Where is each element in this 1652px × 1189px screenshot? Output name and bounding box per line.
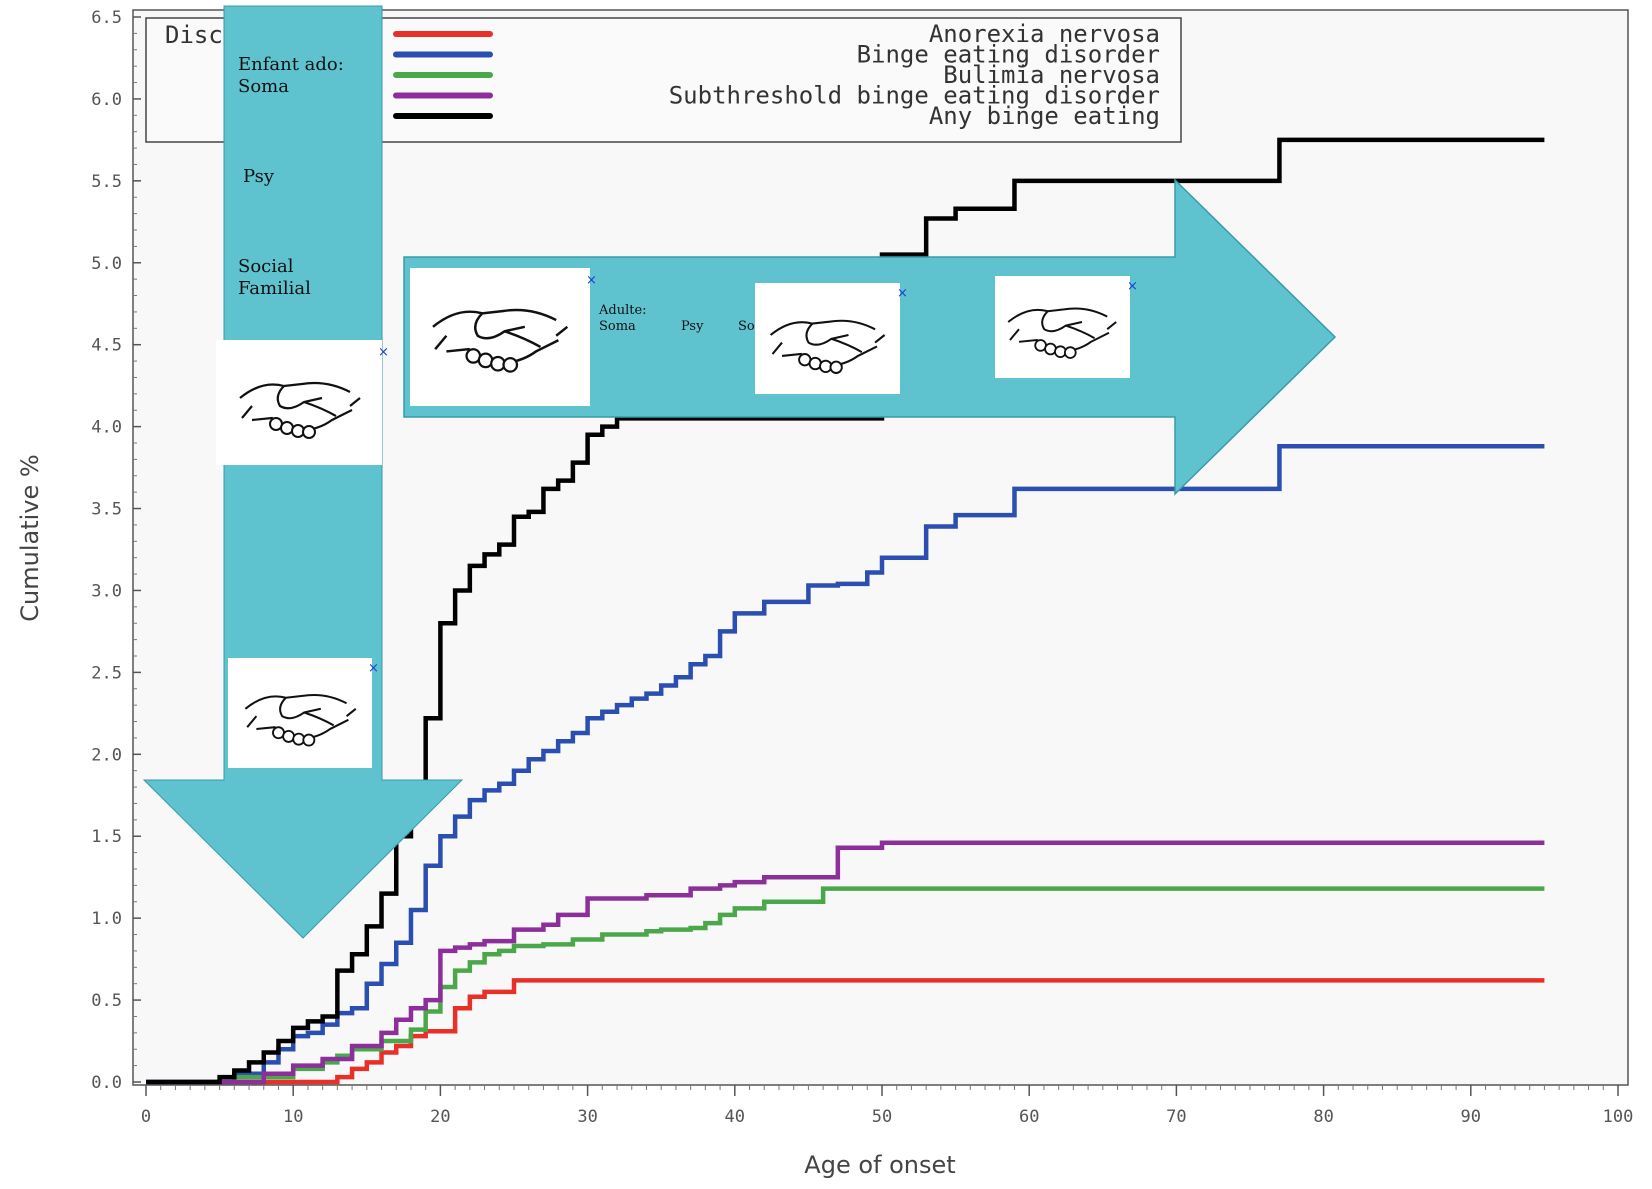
svg-text:×: × <box>378 345 389 360</box>
y-tick-label: 1.0 <box>91 909 122 929</box>
svg-text:×: × <box>897 286 908 301</box>
y-axis-ticks: 0.0 0.5 1.0 1.5 2.0 2.5 3.0 3.5 4.0 4.5 5.0 5.5 6.0 6… <box>91 8 141 1093</box>
x-axis-ticks: 0 10 20 30 40 50 60 70 80 90 100 <box>141 1085 1633 1127</box>
legend-entry-label: Any binge eating <box>929 102 1160 130</box>
svg-text:×: × <box>586 273 597 288</box>
x-tick-label: 40 <box>725 1107 745 1127</box>
y-tick-label: 3.0 <box>91 581 122 601</box>
x-axis-label: Age of onset <box>804 1151 955 1179</box>
vertical-arrow: Enfant ado: Soma Psy Social Familial <box>142 5 464 939</box>
y-tick-label: 0.0 <box>91 1073 122 1093</box>
y-tick-label: 5.0 <box>91 254 122 274</box>
handshake-icon: × <box>755 283 908 394</box>
series-line-binge-eating-disorder <box>146 444 1545 1085</box>
svg-text:×: × <box>1127 279 1138 294</box>
series-line-any-binge-eating <box>146 137 1545 1085</box>
handshake-icon: × <box>216 340 389 465</box>
down-arrow-shape <box>142 5 464 939</box>
y-tick-label: 2.0 <box>91 745 122 765</box>
y-tick-label: 6.5 <box>91 8 122 28</box>
y-tick-label: 5.5 <box>91 172 122 192</box>
legend-entry-label: Binge eating disorder <box>857 41 1160 69</box>
legend-entry-label: Subthreshold binge eating disorder <box>669 82 1160 110</box>
x-tick-label: 50 <box>872 1107 892 1127</box>
vertical-arrow-line-2: Soma <box>238 76 289 97</box>
series-line-subthreshold-binge-eating-disorder <box>146 840 1545 1085</box>
series-lines <box>146 137 1545 1085</box>
horizontal-arrow-line-1: Adulte: <box>598 303 647 318</box>
x-tick-label: 100 <box>1603 1107 1634 1127</box>
vertical-arrow-line-1: Enfant ado: <box>238 54 344 75</box>
horizontal-arrow-line-3: Psy <box>681 319 704 334</box>
horizontal-arrow-line-4: So <box>738 319 755 334</box>
y-tick-label: 2.5 <box>91 663 122 683</box>
y-tick-label: 1.5 <box>91 827 122 847</box>
series-line-bulimia-nervosa <box>146 886 1545 1085</box>
legend-entry-label: Anorexia nervosa <box>929 20 1160 48</box>
x-tick-label: 90 <box>1461 1107 1481 1127</box>
handshake-icon: × <box>228 658 379 768</box>
legend-title: Disc <box>165 21 223 49</box>
x-tick-label: 20 <box>430 1107 450 1127</box>
x-tick-label: 0 <box>141 1107 151 1127</box>
legend-entry-label: Bulimia nervosa <box>943 61 1160 89</box>
y-tick-label: 4.5 <box>91 336 122 356</box>
horizontal-arrow-line-2: Soma <box>599 319 636 334</box>
vertical-arrow-line-3: Psy <box>243 166 275 187</box>
x-tick-label: 80 <box>1313 1107 1333 1127</box>
vertical-arrow-line-5: Familial <box>238 278 311 299</box>
handshake-icon: × <box>410 268 597 406</box>
y-tick-label: 4.0 <box>91 418 122 438</box>
y-tick-label: 3.5 <box>91 500 122 520</box>
handshake-icon: × <box>995 276 1138 378</box>
y-axis-label: Cumulative % <box>16 454 44 621</box>
y-tick-label: 6.0 <box>91 90 122 110</box>
y-tick-label: 0.5 <box>91 991 122 1011</box>
x-tick-label: 70 <box>1166 1107 1186 1127</box>
x-tick-label: 30 <box>577 1107 597 1127</box>
svg-text:×: × <box>368 661 379 676</box>
vertical-arrow-line-4: Social <box>238 256 294 277</box>
x-tick-label: 10 <box>283 1107 303 1127</box>
x-tick-label: 60 <box>1019 1107 1039 1127</box>
